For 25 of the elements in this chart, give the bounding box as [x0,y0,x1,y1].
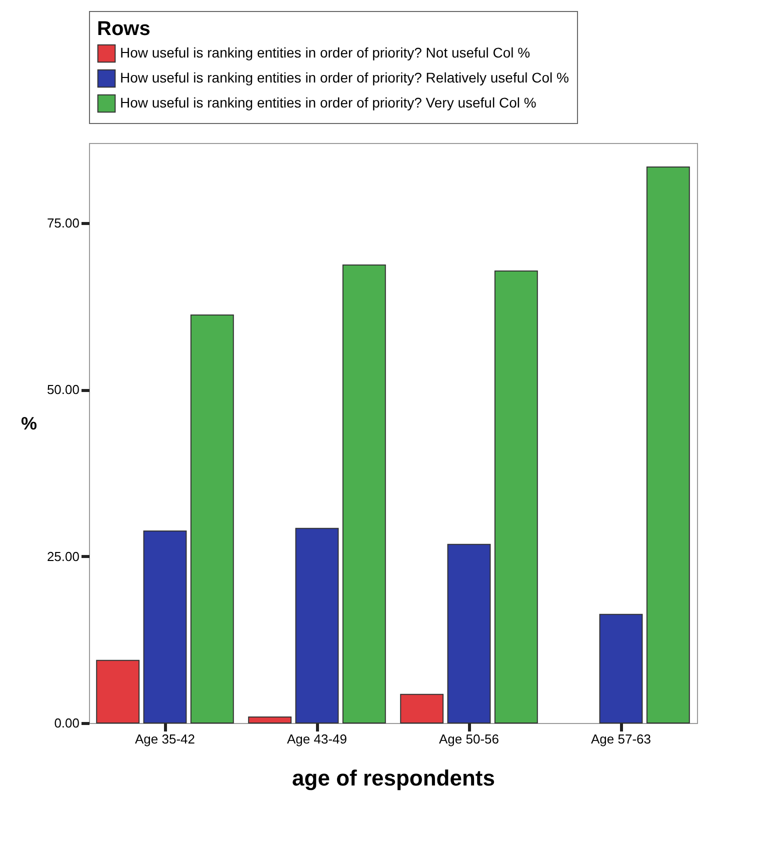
bar [342,264,386,724]
bar [599,614,643,724]
x-axis-title: age of respondents [292,766,495,790]
bar [96,660,140,724]
legend-label: How useful is ranking entities in order of priority? Not useful Col % [120,44,530,60]
bar [494,270,538,724]
bar [143,530,187,724]
legend-label: How useful is ranking entities in order of priority? Relatively useful Col % [120,70,569,86]
x-tick-label: Age 57-63 [591,732,651,746]
y-tick-label: 0.00 [54,716,80,730]
bar [248,716,292,724]
bar [400,694,444,724]
x-tick-label: Age 50-56 [439,732,499,746]
bar [295,528,339,724]
bar [447,544,491,724]
bar [646,166,690,724]
y-tick-label: 25.00 [46,548,80,564]
x-tick-label: Age 35-42 [135,732,195,746]
y-tick-label: 75.00 [46,216,80,230]
y-tick-label: 50.00 [46,382,80,398]
y-axis-title: % [20,414,37,434]
legend-title: Rows [97,18,150,40]
x-tick-label: Age 43-49 [287,732,347,746]
legend-label: How useful is ranking entities in order of priority? Very useful Col % [120,94,536,110]
bar [190,314,234,724]
